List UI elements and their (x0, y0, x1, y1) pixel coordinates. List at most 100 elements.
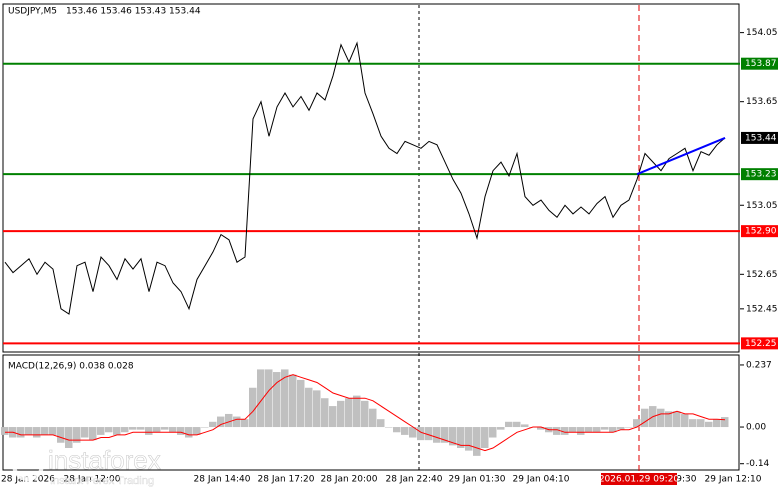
x-tick-label: 29 Jan 01:30 (449, 475, 506, 485)
y-tick-label: 154.05 (746, 28, 778, 38)
macd-bar (49, 427, 57, 435)
macd-bar (681, 413, 689, 428)
macd-bar (441, 427, 449, 443)
macd-bar (385, 427, 393, 428)
macd-bar (33, 427, 41, 438)
ohlc: 153.46 153.46 153.43 153.44 (66, 7, 201, 17)
macd-bar (497, 427, 505, 430)
macd-bar (281, 369, 289, 428)
macd-bar (601, 427, 609, 430)
level-label-box (741, 168, 778, 181)
macd-bar (305, 387, 313, 428)
y-tick-label: 0.237 (746, 360, 772, 370)
macd-bar (361, 400, 369, 428)
level-label: 153.23 (745, 170, 777, 180)
macd-bar (65, 427, 73, 448)
y-tick-label: 0.00 (746, 423, 766, 433)
macd-bar (169, 427, 177, 433)
macd-bar (617, 427, 625, 430)
macd-bar (25, 427, 33, 435)
macd-bar (289, 374, 297, 428)
price-line (4, 41, 726, 315)
y-tick-label: 152.45 (746, 304, 778, 314)
price-frame (2, 3, 740, 353)
macd-bar (409, 427, 417, 438)
macd-bar (337, 400, 345, 428)
macd-bar (265, 369, 273, 428)
macd-bar (593, 427, 601, 433)
macd-bar (313, 390, 321, 428)
x-tick-label: 28 Jan 22:40 (386, 475, 443, 485)
macd-bar (641, 408, 649, 428)
macd-bar (481, 427, 489, 448)
macd-bar (377, 419, 385, 428)
macd-bar (249, 387, 257, 428)
watermark-brand: instaforex (48, 445, 161, 475)
macd-bar (225, 413, 233, 428)
x-tick-label: 28 Jan 20:00 (321, 475, 378, 485)
macd-bar (457, 427, 465, 448)
current-price-box (741, 131, 778, 144)
macd-bar (321, 398, 329, 428)
macd-bar (193, 427, 201, 435)
macd-bar (657, 408, 665, 428)
y-tick-label: 153.05 (746, 201, 778, 211)
macd-bar (41, 427, 49, 435)
macd-bar (89, 427, 97, 441)
macd-bar (57, 427, 65, 443)
macd-title: MACD(12,26,9) 0.038 0.028 (8, 362, 134, 372)
macd-bar (153, 427, 161, 433)
watermark-logo (12, 449, 44, 481)
macd-bar (369, 408, 377, 428)
macd-bar (465, 427, 473, 451)
macd-bar (345, 398, 353, 428)
macd-bar (625, 427, 633, 428)
macd-bar (665, 411, 673, 428)
trend-line (636, 137, 726, 176)
macd-bar (449, 427, 457, 446)
macd-bar (505, 421, 513, 428)
macd-bar (553, 427, 561, 435)
macd-bar (97, 427, 105, 435)
macd-bar (401, 427, 409, 435)
macd-bar (161, 427, 169, 430)
macd-bar (217, 416, 225, 428)
level-label: 152.90 (745, 227, 777, 237)
macd-bar (689, 419, 697, 428)
macd-bar (233, 416, 241, 428)
macd-bar (129, 427, 137, 430)
macd-bar (121, 427, 129, 433)
macd-bar (137, 427, 145, 430)
macd-bar (609, 427, 617, 433)
macd-bar (329, 406, 337, 428)
macd-bar (673, 411, 681, 428)
macd-bar (473, 427, 481, 456)
macd-bar (105, 427, 113, 433)
macd-bar (1, 427, 9, 435)
macd-bar (17, 427, 25, 438)
current-price-label: 153.44 (745, 133, 777, 143)
level-label-box (741, 57, 778, 70)
macd-bar (561, 427, 569, 435)
level-label-box (741, 225, 778, 238)
macd-bar (425, 427, 433, 441)
level-label-box (741, 337, 778, 350)
macd-bar (577, 427, 585, 435)
macd-bar (433, 427, 441, 443)
macd-bar (633, 419, 641, 428)
macd-bar (569, 427, 577, 433)
macd-bar (201, 427, 209, 428)
y-tick-label: -0.14 (746, 459, 770, 469)
macd-bar (585, 427, 593, 433)
macd-bar (521, 424, 529, 428)
macd-bar (241, 419, 249, 428)
x-tick-label: 28 Jan 17:20 (258, 475, 315, 485)
macd-bar (537, 427, 545, 430)
macd-bar (697, 419, 705, 428)
x-tick-label: 29 Jan 04:10 (513, 475, 570, 485)
macd-bar (257, 369, 265, 428)
macd-bar (73, 427, 81, 443)
macd-bar (713, 419, 721, 428)
